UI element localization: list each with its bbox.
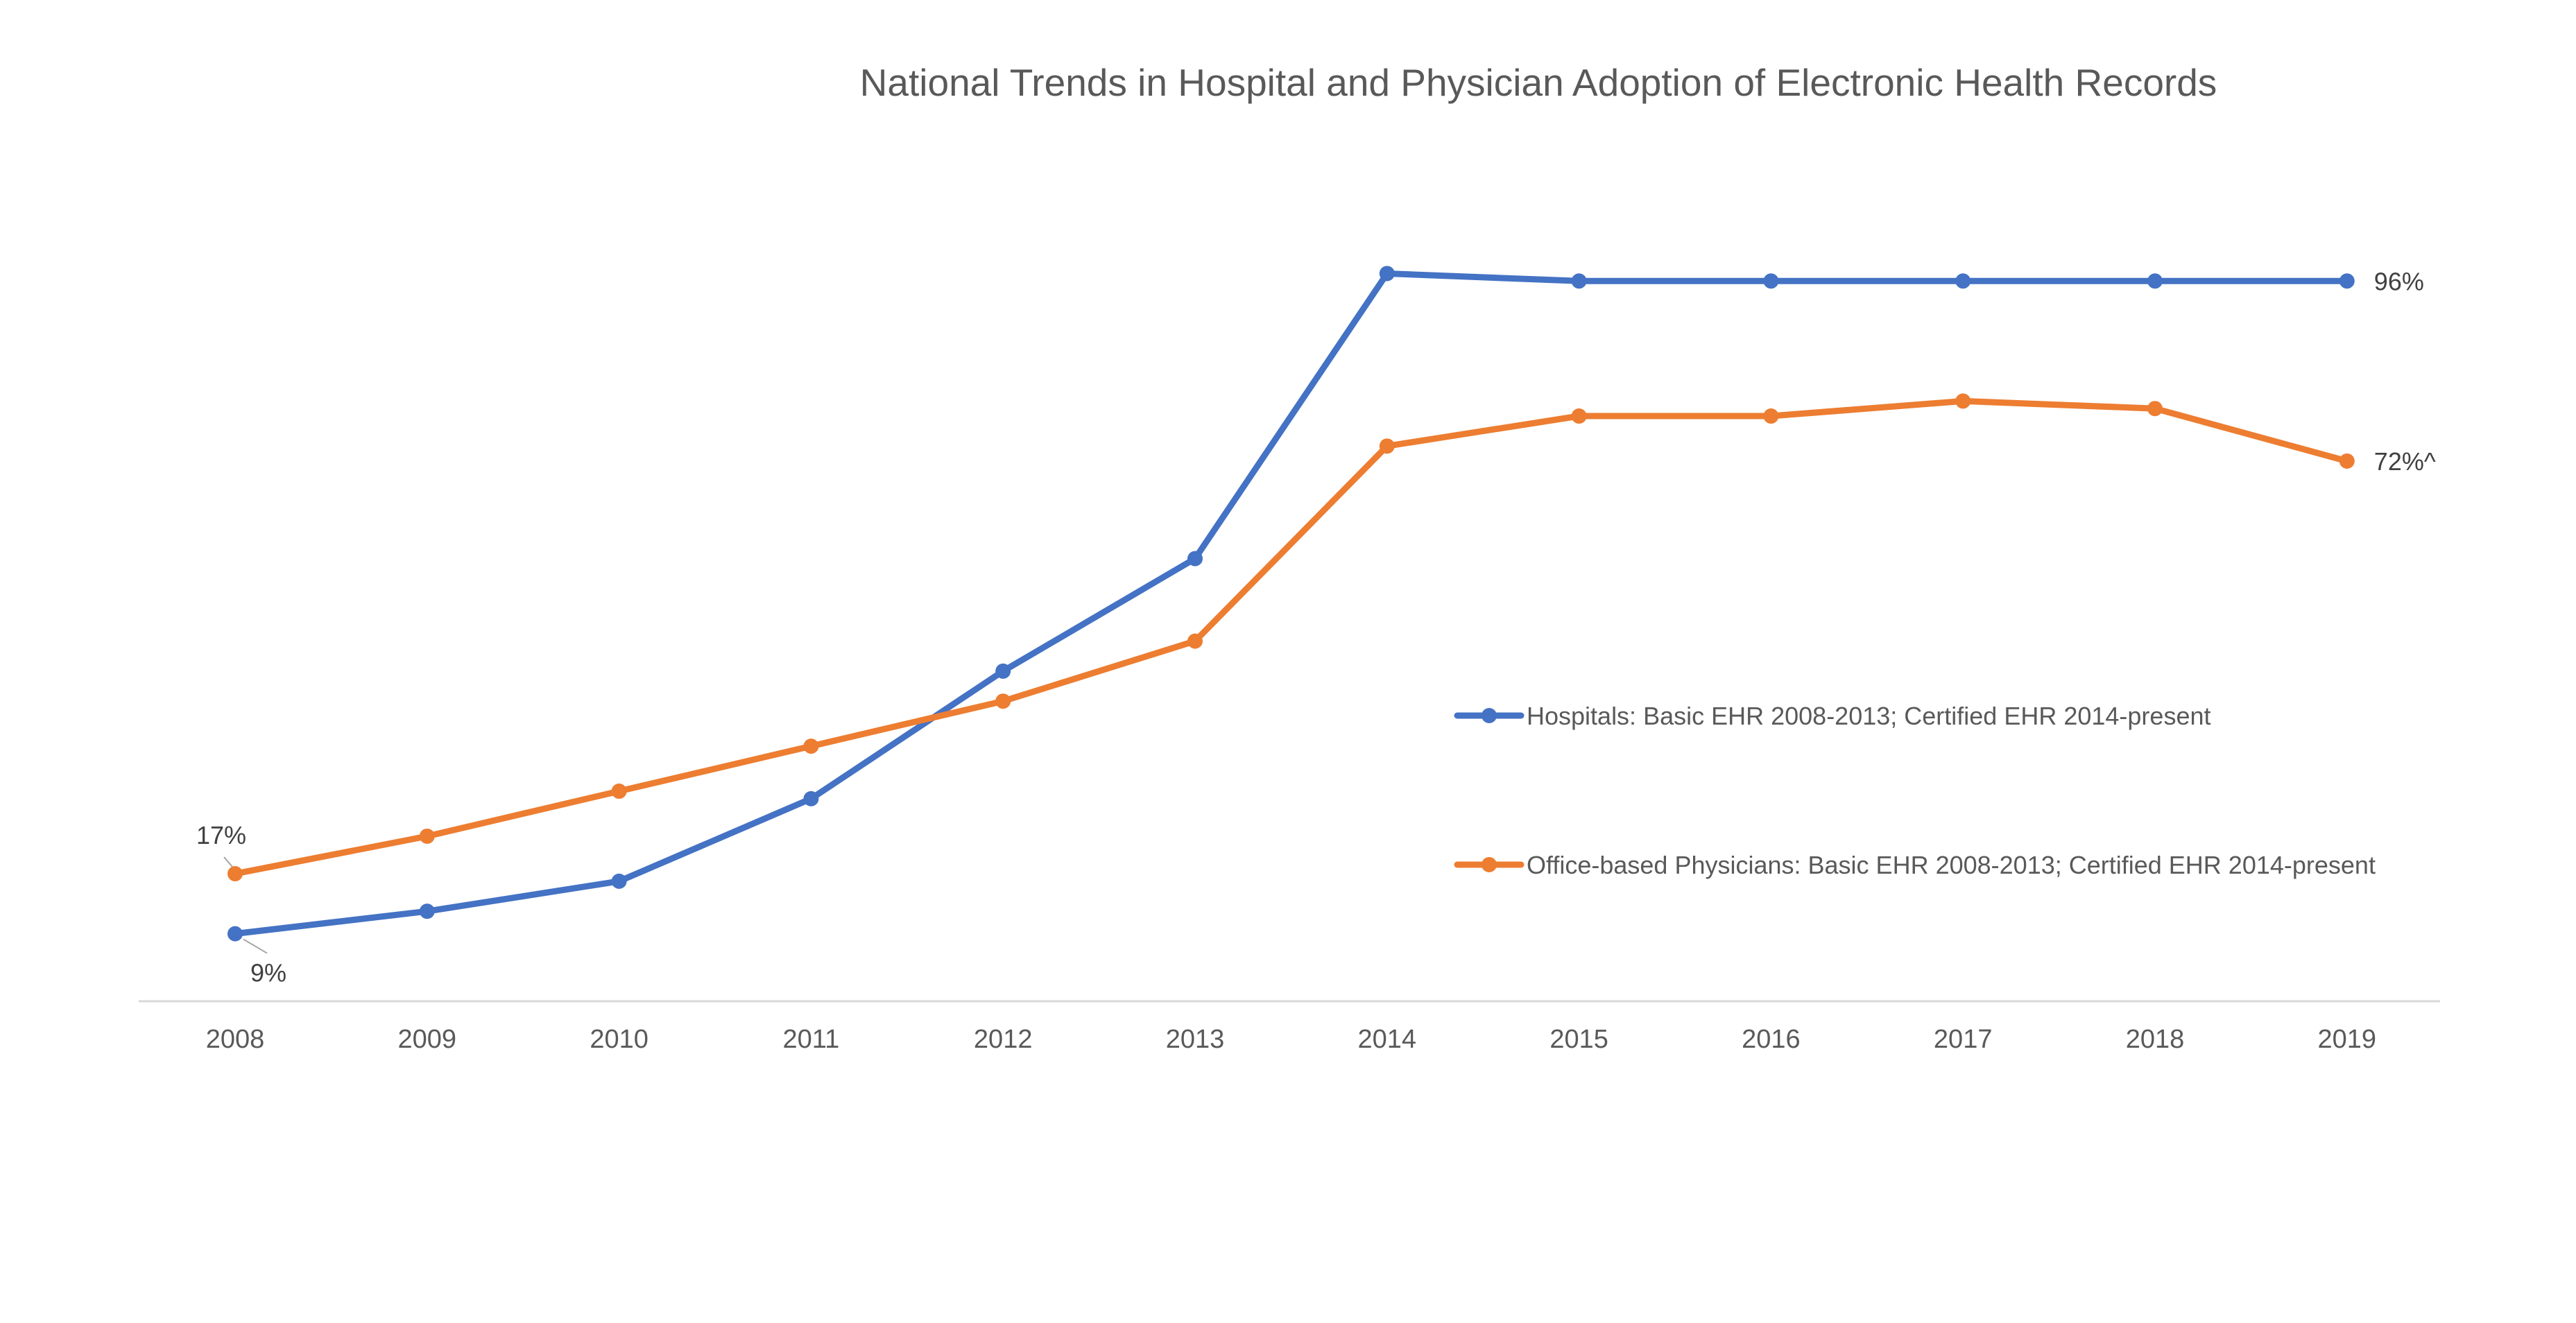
leader-line: [223, 856, 233, 867]
legend-label: Office-based Physicians: Basic EHR 2008-…: [1527, 851, 2376, 879]
series-0: [227, 266, 2355, 942]
x-tick-label: 2008: [206, 1025, 265, 1054]
x-tick-label: 2011: [783, 1025, 840, 1054]
data-point: [1763, 408, 1779, 424]
data-point: [1571, 273, 1587, 289]
data-point: [227, 926, 243, 942]
legend-item-1: Office-based Physicians: Basic EHR 2008-…: [1454, 851, 2376, 879]
legend-item-0: Hospitals: Basic EHR 2008-2013; Certifie…: [1454, 702, 2210, 730]
x-tick-label: 2017: [1934, 1025, 1993, 1054]
data-labels: 9% 17% 96% 72%^: [196, 267, 2436, 987]
data-point: [1763, 273, 1779, 289]
data-point: [803, 738, 819, 754]
data-label: 96%: [2374, 267, 2424, 295]
x-tick-label: 2019: [2318, 1025, 2377, 1054]
x-tick-label: 2018: [2126, 1025, 2185, 1054]
data-point: [1955, 393, 1971, 409]
x-tick-label: 2015: [1549, 1025, 1608, 1054]
x-tick-label: 2014: [1358, 1025, 1417, 1054]
data-point: [419, 828, 435, 844]
legend-swatch-marker: [1482, 857, 1497, 872]
series-1: [227, 393, 2355, 882]
series-layer: [227, 266, 2355, 942]
data-point: [995, 693, 1011, 709]
data-point: [995, 663, 1011, 679]
x-tick-label: 2009: [398, 1025, 457, 1054]
data-point: [1571, 408, 1587, 424]
data-point: [1955, 273, 1971, 289]
legend-label: Hospitals: Basic EHR 2008-2013; Certifie…: [1527, 702, 2210, 730]
data-point: [1379, 438, 1395, 454]
leader-line: [243, 938, 268, 954]
series-line: [232, 397, 2351, 877]
x-tick-label: 2016: [1742, 1025, 1801, 1054]
series-line: [232, 270, 2351, 937]
data-point: [2147, 401, 2163, 417]
data-point: [419, 903, 435, 919]
data-point: [611, 873, 627, 889]
legend-swatch-marker: [1482, 708, 1497, 723]
data-point: [2339, 453, 2355, 469]
data-label: 9%: [250, 959, 286, 987]
x-tick-label: 2012: [974, 1025, 1033, 1054]
data-point: [2339, 273, 2355, 289]
chart-title: National Trends in Hospital and Physicia…: [860, 61, 2217, 104]
data-point: [227, 866, 243, 882]
data-point: [2147, 273, 2163, 289]
data-point: [611, 784, 627, 799]
data-label: 72%^: [2374, 447, 2436, 476]
data-point: [1187, 633, 1203, 649]
data-point: [1187, 551, 1203, 567]
data-point: [1379, 266, 1395, 282]
data-point: [803, 790, 819, 806]
x-tick-labels: 2008 2009 2010 2011 2012 2013 2014 2015 2016 2017…: [206, 1025, 2376, 1054]
data-label: 17%: [196, 821, 246, 849]
x-tick-label: 2013: [1166, 1025, 1225, 1054]
legend: Hospitals: Basic EHR 2008-2013; Certifie…: [1454, 702, 2376, 879]
x-tick-label: 2010: [590, 1025, 649, 1054]
